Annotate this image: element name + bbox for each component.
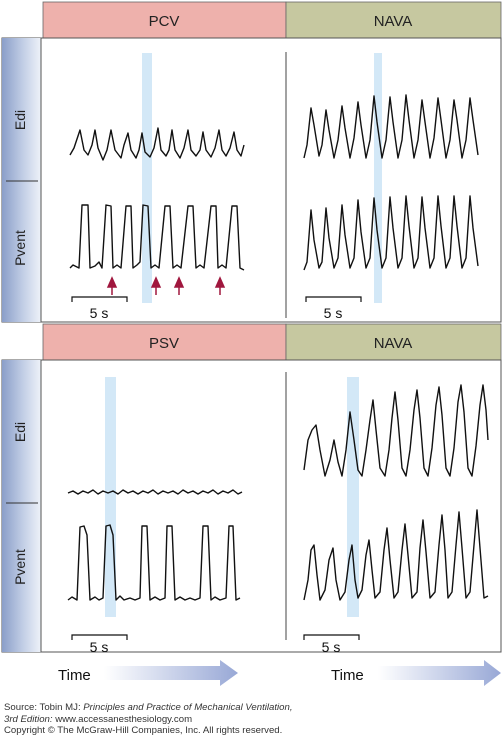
copyright-line: Copyright © The McGraw-Hill Companies, I…: [4, 725, 283, 736]
bottom-right-scale-bar: [303, 634, 360, 640]
nava-header-bg-top: [285, 1, 502, 39]
psv-pvent-trace: [67, 524, 241, 601]
bottom-right-highlight: [347, 377, 359, 617]
top-right-scale-bar: [305, 296, 362, 302]
pcv-edi-trace: [69, 127, 245, 161]
edition-line: 3rd Edition: www.accessanesthesiology.co…: [4, 714, 500, 726]
top-side-bar: [2, 38, 41, 322]
time-arrow-right-shape: [378, 660, 501, 686]
time-arrow-left: Time: [58, 660, 238, 686]
bottom-left-scale-label: 5 s: [90, 639, 109, 655]
nava-header-bottom: NAVA: [374, 335, 413, 352]
top-panel: PCV NAVA Edi Pvent 5 s 5 s: [1, 1, 502, 323]
top-pvent-label: Pvent: [12, 230, 28, 266]
bottom-side-bar: [2, 360, 41, 652]
top-left-scale-bar: [71, 296, 128, 302]
time-arrow-left-shape: [104, 660, 238, 686]
psv-header: PSV: [149, 335, 179, 352]
top-right-scale-label: 5 s: [324, 305, 343, 321]
top-left-highlight: [142, 53, 152, 303]
time-label-left: Time: [58, 667, 91, 684]
figure-footer: Source: Tobin MJ: Principles and Practic…: [4, 702, 500, 737]
pcv-header-bg: [42, 1, 287, 39]
source-edition: 3rd Edition:: [4, 713, 53, 725]
time-arrow-right: Time: [331, 660, 501, 686]
trigger-arrow: [150, 276, 162, 295]
source-line: Source: Tobin MJ: Principles and Practic…: [4, 702, 500, 714]
top-panel-frame: [1, 37, 502, 323]
pcv-header: PCV: [149, 13, 180, 30]
trigger-arrow: [106, 276, 118, 295]
time-label-right: Time: [331, 667, 364, 684]
top-left-scale-label: 5 s: [90, 305, 109, 321]
bottom-nava-pvent-trace: [303, 509, 489, 601]
bottom-nava-edi-trace: [303, 384, 489, 477]
bottom-pvent-label: Pvent: [12, 549, 28, 585]
nava-header-top: NAVA: [374, 13, 413, 30]
ventilation-figure: PCV NAVA Edi Pvent 5 s 5 s: [1, 1, 502, 686]
top-nava-pvent-trace: [303, 195, 479, 271]
bottom-panel: PSV NAVA Edi Pvent 5 s 5 s: [1, 323, 502, 655]
bottom-left-highlight: [105, 377, 116, 617]
bottom-left-scale-bar: [71, 634, 128, 640]
trigger-arrow: [173, 276, 185, 295]
top-right-highlight: [374, 53, 382, 303]
bottom-edi-label: Edi: [12, 422, 28, 442]
bottom-right-scale-label: 5 s: [322, 639, 341, 655]
source-title: Principles and Practice of Mechanical Ve…: [83, 702, 293, 713]
bottom-panel-frame: [1, 359, 502, 653]
top-nava-edi-trace: [303, 94, 479, 159]
psv-edi-trace: [67, 489, 243, 495]
source-url: www.accessanesthesiology.com: [52, 713, 193, 725]
pcv-pvent-trace: [69, 204, 245, 271]
trigger-arrows: [106, 276, 226, 295]
trigger-arrow: [214, 276, 226, 295]
top-edi-label: Edi: [12, 110, 28, 130]
source-prefix: Source: Tobin MJ:: [4, 702, 84, 713]
